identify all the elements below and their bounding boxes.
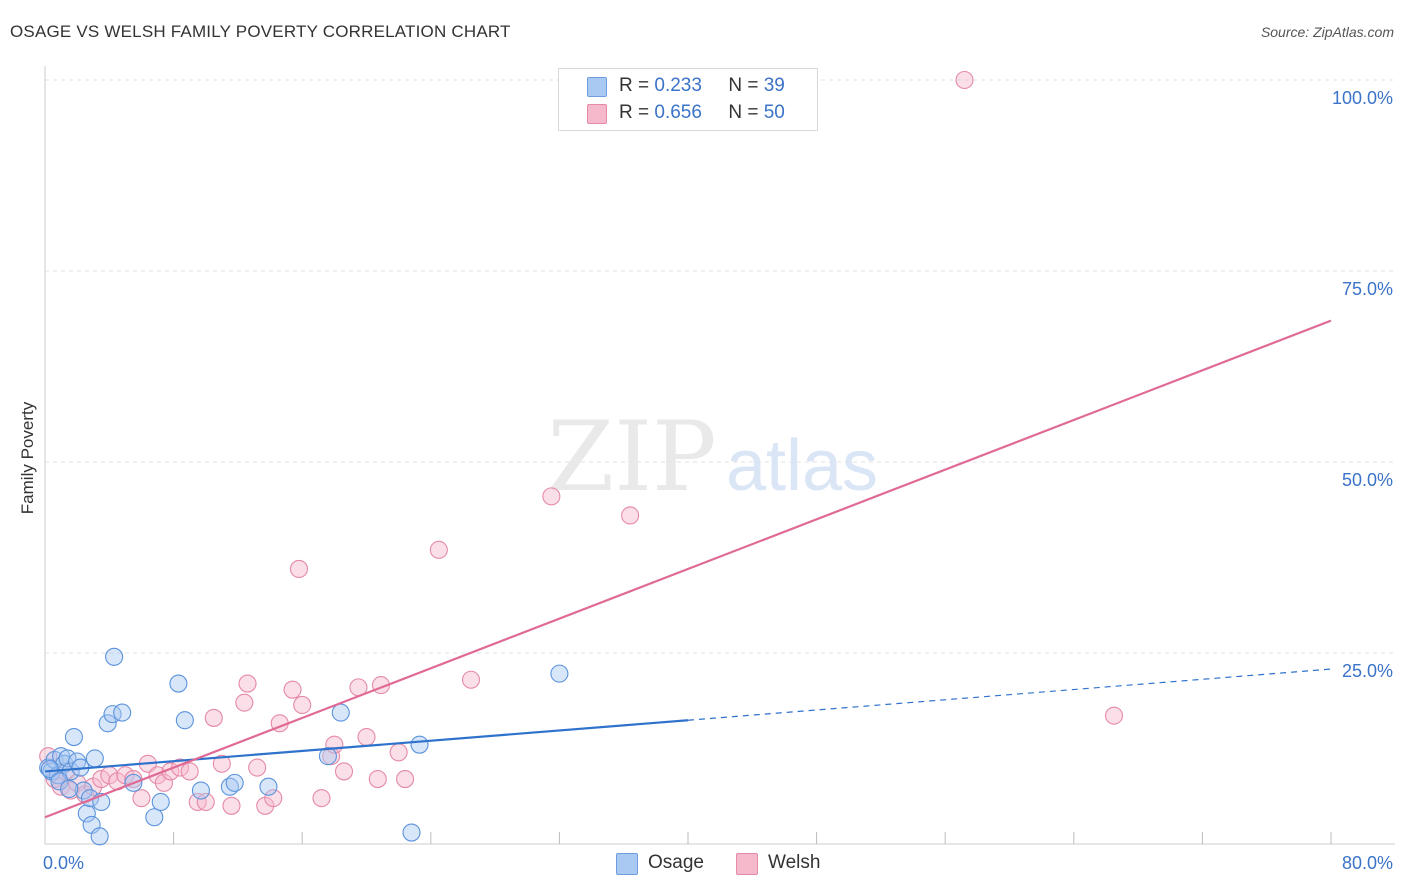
osage-point (151, 792, 170, 812)
welsh-point (621, 506, 640, 525)
osage-point (225, 773, 244, 792)
osage-point (90, 827, 109, 846)
osage-point (50, 772, 69, 791)
n-value: 39 (763, 75, 785, 96)
welsh-point (1104, 706, 1124, 725)
tick-labels: 25.0% 50.0% 75.0% 100.0% 0.0% 80.0% (43, 88, 1393, 873)
osage-point (191, 781, 210, 800)
source-label: Source: ZipAtlas.com (1260, 24, 1394, 40)
watermark: ZIP atlas (547, 401, 878, 513)
welsh-point (283, 680, 302, 699)
x-tick-label: 0.0% (43, 853, 84, 873)
x-tick-label: 80.0% (1342, 853, 1393, 873)
osage-legend-label: Osage (648, 852, 704, 873)
osage-point (98, 714, 117, 733)
welsh-point (334, 762, 354, 781)
osage-point (402, 823, 421, 842)
osage-point (64, 727, 83, 747)
welsh-point (289, 559, 309, 579)
osage-point (105, 647, 124, 666)
osage-point (60, 779, 79, 799)
welsh-swatch (587, 104, 607, 124)
osage-point (40, 760, 59, 779)
r-label: R = (619, 75, 650, 96)
osage-point (103, 705, 122, 724)
welsh-swatch (736, 853, 758, 875)
legend-row-text: R = 0.233 N = 39 (619, 75, 785, 97)
osage-point (259, 777, 278, 796)
chart-title: OSAGE VS WELSH FAMILY POVERTY CORRELATIO… (10, 22, 511, 41)
osage-swatch (587, 77, 607, 97)
y-tick-label: 50.0% (1342, 470, 1393, 490)
watermark-atlas: atlas (726, 426, 878, 506)
watermark-zip: ZIP (547, 401, 716, 513)
osage-point (77, 804, 96, 823)
osage-point (145, 808, 164, 827)
welsh-point (180, 762, 199, 781)
welsh-point (357, 727, 376, 747)
welsh-point (264, 789, 283, 808)
n-label: N = (728, 75, 759, 96)
osage-point (175, 711, 194, 730)
r-label: R = (619, 102, 650, 123)
osage-point (331, 703, 350, 722)
y-axis-label: Family Poverty (18, 401, 37, 515)
welsh-point (542, 487, 561, 506)
gridlines (45, 79, 1395, 654)
osage-point (550, 664, 569, 683)
welsh-point (396, 770, 415, 789)
welsh-point (248, 758, 267, 777)
r-value: 0.233 (654, 75, 702, 96)
welsh-point (238, 674, 257, 693)
welsh-point (368, 770, 387, 789)
r-value: 0.656 (654, 102, 702, 123)
n-value: 50 (763, 102, 785, 123)
welsh-trend-line (44, 319, 1332, 819)
axes (44, 66, 1395, 845)
osage-trend-line (44, 719, 689, 773)
welsh-point (955, 70, 974, 90)
osage-point (169, 674, 188, 693)
welsh-point (293, 695, 312, 715)
welsh-point (429, 540, 448, 559)
osage-points (39, 647, 569, 846)
osage-point (74, 781, 93, 800)
y-tick-label: 75.0% (1342, 279, 1393, 299)
welsh-point (154, 773, 174, 792)
n-label: N = (728, 102, 759, 123)
welsh-point (132, 789, 151, 808)
osage-point (85, 749, 104, 768)
welsh-point (461, 670, 481, 689)
welsh-point (212, 754, 231, 773)
welsh-legend-label: Welsh (768, 852, 821, 873)
osage-point (113, 703, 132, 722)
trend-lines (44, 319, 1332, 819)
y-tick-label: 25.0% (1342, 661, 1393, 681)
osage-trend-extension (687, 668, 1332, 721)
legend-row-text: R = 0.656 N = 50 (619, 102, 785, 124)
welsh-point (222, 796, 241, 815)
welsh-point (389, 743, 408, 762)
y-tick-label: 100.0% (1332, 88, 1393, 108)
welsh-point (312, 789, 331, 808)
welsh-point (235, 693, 254, 712)
welsh-point (204, 708, 223, 727)
osage-point (410, 735, 429, 754)
stats-legend: R = 0.233 N = 39 R = 0.656 N = 50 (558, 68, 818, 131)
osage-point (318, 747, 337, 766)
osage-swatch (616, 853, 638, 875)
welsh-point (196, 792, 215, 812)
